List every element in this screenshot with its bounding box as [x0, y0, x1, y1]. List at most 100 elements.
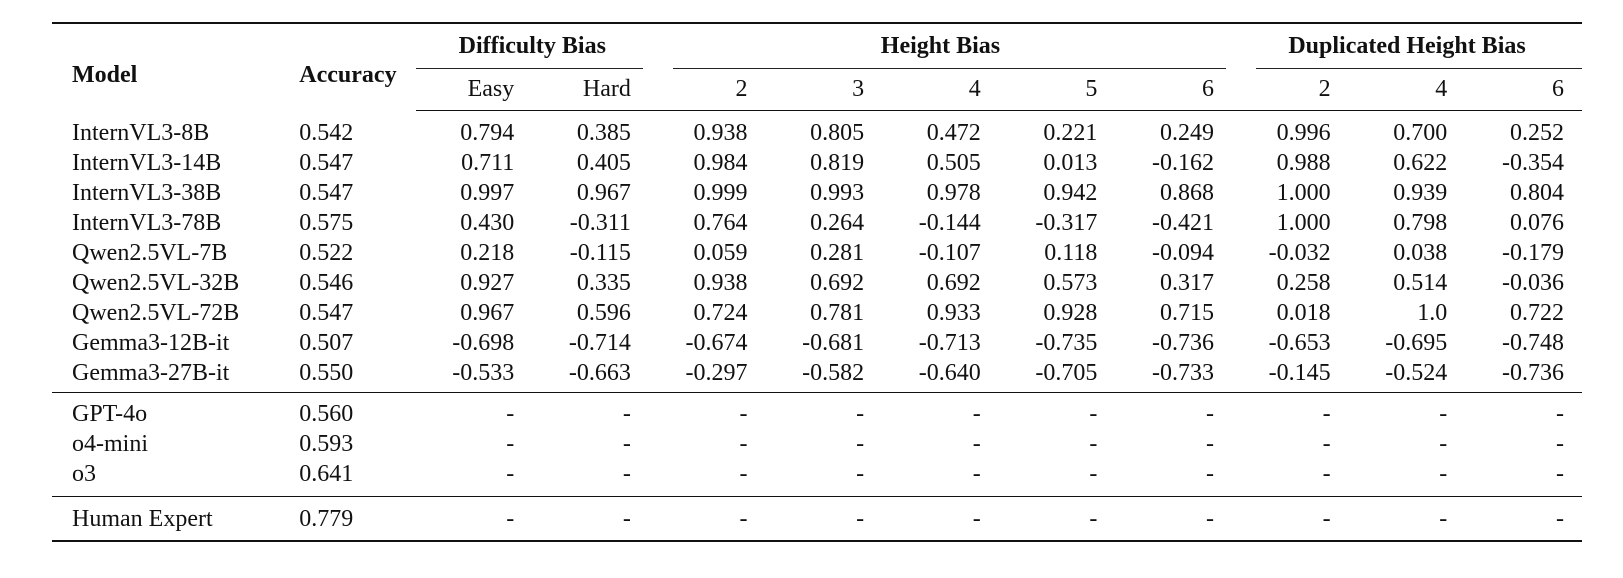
value-cell: -0.653: [1268, 330, 1331, 356]
value-cell: -: [1556, 461, 1564, 487]
value-cell: 0.622: [1393, 150, 1448, 176]
value-cell: -0.032: [1268, 240, 1331, 266]
value-cell: 0.819: [810, 150, 865, 176]
header-hard: Hard: [532, 69, 649, 111]
value-cell: -: [765, 392, 883, 429]
value-cell: -0.115: [569, 240, 631, 266]
value-cell: -0.674: [685, 330, 748, 356]
value-cell: -: [1348, 496, 1466, 542]
value-cell: 0.385: [576, 120, 631, 146]
table-row: InternVL3-78B 0.575 0.430 -0.311 0.764 0.264 -…: [52, 208, 1582, 238]
value-cell: -: [506, 461, 515, 487]
accuracy-cell: 0.547: [299, 300, 354, 326]
model-name-cell: Qwen2.5VL-32B: [72, 270, 240, 296]
value-cell: -0.179: [1502, 240, 1564, 266]
value-cell: 0.988: [1276, 150, 1331, 176]
model-name-cell: InternVL3-38B: [72, 180, 222, 206]
value-cell: -: [415, 392, 533, 429]
value-cell: 0.805: [810, 120, 865, 146]
header-group-difficulty-bias-label: Difficulty Bias: [458, 33, 606, 59]
value-cell: 0.596: [576, 300, 631, 326]
value-cell: -: [882, 496, 999, 542]
value-cell: -0.582: [802, 360, 865, 386]
value-cell: -0.713: [918, 330, 981, 356]
accuracy-cell: 0.522: [299, 240, 354, 266]
model-name-cell: InternVL3-14B: [72, 150, 222, 176]
table-row: Gemma3-12B-it 0.507 -0.698 -0.714 -0.674 -0.6…: [52, 328, 1582, 358]
value-cell: 0.076: [1510, 210, 1564, 236]
value-cell: -0.094: [1152, 240, 1215, 266]
header-row-subcolumns: Easy Hard 2 3 4 5 6 2 4 6: [52, 69, 1582, 111]
value-cell: 0.868: [1160, 180, 1215, 206]
accuracy-cell: 0.593: [299, 431, 354, 457]
value-cell: 1.0: [1417, 300, 1448, 326]
value-cell: -: [972, 431, 981, 457]
value-cell: 0.804: [1510, 180, 1564, 206]
value-cell: -: [648, 496, 766, 542]
value-cell: -: [1206, 431, 1215, 457]
value-cell: 0.700: [1393, 120, 1448, 146]
group-rule-height: [672, 68, 1227, 69]
value-cell: 0.997: [460, 180, 515, 206]
value-cell: 0.281: [810, 240, 865, 266]
table-row: o3 0.641 - - - - - - - - - -: [52, 459, 1582, 497]
value-cell: 0.258: [1276, 270, 1331, 296]
value-cell: -0.748: [1502, 330, 1564, 356]
header-height-2: 2: [648, 69, 766, 111]
value-cell: -: [648, 392, 766, 429]
value-cell: 0.724: [693, 300, 748, 326]
value-cell: -: [1465, 392, 1582, 429]
value-cell: -: [1465, 496, 1582, 542]
value-cell: -0.311: [569, 210, 631, 236]
value-cell: -0.714: [568, 330, 631, 356]
value-cell: -0.036: [1502, 270, 1564, 296]
model-name-cell: InternVL3-78B: [72, 210, 222, 236]
header-height-3: 3: [765, 69, 883, 111]
accuracy-cell: 0.542: [299, 119, 354, 146]
table-row: GPT-4o 0.560- - - - - - - - - -: [52, 392, 1582, 429]
value-cell: 0.335: [576, 270, 631, 296]
value-cell: 0.505: [926, 150, 981, 176]
value-cell: -: [856, 461, 865, 487]
value-cell: -: [532, 496, 649, 542]
results-table-container: Model Accuracy Difficulty Bias Height Bi…: [52, 22, 1582, 542]
value-cell: -: [765, 496, 883, 542]
value-cell: -0.533: [452, 360, 515, 386]
value-cell: 0.573: [1043, 270, 1098, 296]
value-cell: -: [1322, 461, 1331, 487]
value-cell: -: [998, 392, 1116, 429]
value-cell: 0.933: [926, 300, 981, 326]
table-row: Gemma3-27B-it 0.550 -0.533 -0.663 -0.297 -0.5…: [52, 358, 1582, 393]
value-cell: 0.218: [460, 240, 515, 266]
value-cell: 0.928: [1043, 300, 1098, 326]
model-name-cell: Qwen2.5VL-7B: [72, 240, 228, 266]
header-group-duplicated-height-bias: Duplicated Height Bias: [1232, 22, 1582, 69]
value-cell: 0.514: [1393, 270, 1448, 296]
value-cell: 0.967: [576, 180, 631, 206]
table-row: InternVL3-38B 0.547 0.997 0.967 0.999 0.993 0.…: [52, 178, 1582, 208]
header-accuracy: Accuracy: [279, 22, 416, 111]
value-cell: -: [1439, 461, 1448, 487]
header-dup-height-4: 4: [1348, 69, 1466, 111]
model-name-cell: Gemma3-27B-it: [72, 360, 230, 386]
closed-models-section: GPT-4o 0.560- - - - - - - - - - o4-mini 0.593- - - - - - -…: [52, 392, 1582, 497]
value-cell: -0.695: [1385, 330, 1448, 356]
value-cell: 0.781: [810, 300, 865, 326]
value-cell: -0.736: [1152, 330, 1215, 356]
value-cell: -0.736: [1502, 360, 1564, 386]
value-cell: 0.942: [1043, 180, 1098, 206]
accuracy-cell: 0.575: [299, 210, 354, 236]
model-name-cell: Qwen2.5VL-72B: [72, 300, 240, 326]
value-cell: -: [1439, 431, 1448, 457]
accuracy-cell: 0.560: [279, 392, 416, 429]
value-cell: -0.698: [452, 330, 515, 356]
value-cell: 0.430: [460, 210, 515, 236]
value-cell: 0.692: [926, 270, 981, 296]
value-cell: -: [856, 431, 865, 457]
table-row: o4-mini 0.593 - - - - - - - - - -: [52, 429, 1582, 459]
value-cell: 0.252: [1510, 120, 1564, 146]
value-cell: -: [1348, 392, 1466, 429]
value-cell: -0.107: [918, 240, 981, 266]
value-cell: -0.640: [918, 360, 981, 386]
header-group-duplicated-height-bias-label: Duplicated Height Bias: [1288, 33, 1526, 59]
